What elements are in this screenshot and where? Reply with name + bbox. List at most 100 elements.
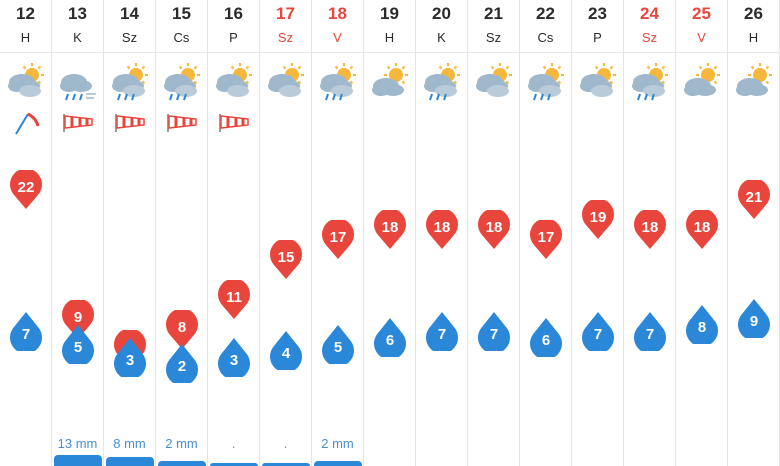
- low-temp-marker: 6: [373, 317, 407, 360]
- day-column[interactable]: 26 H 21 9: [728, 0, 780, 466]
- high-temp-value: 9: [73, 309, 83, 326]
- windsock-icon: [216, 108, 252, 136]
- low-temp-marker: 5: [61, 324, 95, 367]
- day-column[interactable]: 13 K 9 5 13 mm: [52, 0, 104, 466]
- high-temp-value: 19: [589, 209, 607, 226]
- high-temp-marker: 17: [321, 218, 355, 260]
- partly-cloudy-icon: [4, 60, 48, 104]
- low-temp-value: 5: [333, 338, 343, 356]
- day-number: 17: [276, 4, 295, 23]
- day-column[interactable]: 19 H 18 6: [364, 0, 416, 466]
- day-name: K: [437, 30, 446, 45]
- low-temp-value: 3: [125, 351, 135, 369]
- high-temp-value: 15: [277, 249, 295, 266]
- low-temp-value: 7: [489, 325, 499, 343]
- high-temp-marker: 22: [9, 168, 43, 210]
- high-temp-marker: 21: [737, 178, 771, 220]
- high-temp-value: 18: [641, 219, 659, 236]
- high-temp-marker: 18: [373, 208, 407, 250]
- day-number: 26: [744, 4, 763, 23]
- low-temp-value: 9: [749, 312, 759, 330]
- day-column[interactable]: 18 V 17 5 2 mm: [312, 0, 364, 466]
- rain-bar: [314, 461, 362, 466]
- sun-cloud-icon: [680, 60, 724, 104]
- high-temp-value: 22: [17, 179, 35, 196]
- day-column[interactable]: 23 P 19 7: [572, 0, 624, 466]
- low-temp-value: 8: [697, 319, 707, 336]
- day-column[interactable]: 25 V 18 8: [676, 0, 728, 466]
- day-name: Sz: [277, 30, 294, 45]
- windsock-icon: [112, 108, 148, 136]
- sun-rain-icon: [628, 60, 672, 104]
- rain-wind-icon: [56, 60, 100, 104]
- sun-rain-icon: [420, 60, 464, 104]
- day-number: 19: [380, 4, 399, 23]
- day-name: Sz: [641, 30, 658, 45]
- day-column[interactable]: 15 Cs 8 2 2 mm: [156, 0, 208, 466]
- day-name: Sz: [121, 30, 138, 45]
- day-column[interactable]: 20 K 18 7: [416, 0, 468, 466]
- high-temp-marker: 9: [61, 298, 95, 340]
- low-temp-marker: 9: [737, 298, 771, 341]
- high-temp-marker: 11: [217, 278, 251, 320]
- header-divider: [0, 52, 780, 53]
- day-name: P: [229, 30, 238, 45]
- high-temp-marker: 18: [685, 208, 719, 250]
- high-temp-value: 17: [329, 229, 347, 246]
- day-column[interactable]: 17 Sz 15 4.: [260, 0, 312, 466]
- rain-amount: .: [283, 436, 288, 451]
- day-name: H: [20, 30, 31, 45]
- day-number: 14: [120, 4, 139, 23]
- low-temp-marker: 3: [217, 337, 251, 380]
- low-temp-value: 4: [281, 345, 291, 362]
- day-name: Cs: [173, 30, 190, 45]
- low-temp-value: 2: [177, 358, 187, 375]
- low-temp-marker: 2: [165, 343, 199, 386]
- day-name: K: [73, 30, 82, 45]
- high-temp-marker: 18: [633, 208, 667, 250]
- day-column[interactable]: 21 Sz 18 7: [468, 0, 520, 466]
- day-column[interactable]: 16 P 11 3.: [208, 0, 260, 466]
- high-temp-value: 11: [226, 289, 242, 306]
- low-temp-value: 7: [21, 325, 31, 343]
- day-name: Cs: [537, 30, 554, 45]
- day-number: 15: [172, 4, 191, 23]
- day-number: 16: [224, 4, 243, 23]
- day-number: 12: [16, 4, 35, 23]
- sun-rain-icon: [316, 60, 360, 104]
- low-temp-marker: 7: [477, 311, 511, 354]
- day-name: H: [384, 30, 395, 45]
- day-column[interactable]: 24 Sz 18 7: [624, 0, 676, 466]
- sun-cloud-icon: [368, 60, 412, 104]
- day-number: 20: [432, 4, 451, 23]
- rain-amount: 8 mm: [113, 436, 146, 451]
- partly-cloudy-icon: [264, 60, 308, 104]
- windsock-icon: [60, 108, 96, 136]
- day-column[interactable]: 22 Cs 17 6: [520, 0, 572, 466]
- day-number: 25: [692, 4, 711, 23]
- low-temp-value: 3: [229, 351, 239, 369]
- high-temp-marker: 18: [477, 208, 511, 250]
- day-name: V: [333, 30, 342, 45]
- high-temp-marker: 17: [529, 218, 563, 260]
- day-number: 22: [536, 4, 555, 23]
- rain-bar: [158, 461, 206, 466]
- sun-rain-icon: [160, 60, 204, 104]
- low-temp-marker: 4: [269, 330, 303, 373]
- day-number: 18: [328, 4, 347, 23]
- high-temp-value: 17: [537, 229, 555, 246]
- day-column[interactable]: 12 H 22 7: [0, 0, 52, 466]
- low-temp-marker: 6: [529, 317, 563, 360]
- day-number: 24: [640, 4, 659, 23]
- low-temp-value: 5: [73, 338, 83, 356]
- high-temp-value: 21: [745, 189, 763, 206]
- rain-bar: [262, 463, 310, 466]
- partly-cloudy-icon: [576, 60, 620, 104]
- day-number: 21: [484, 4, 503, 23]
- day-column[interactable]: 14Sz638 mm: [104, 0, 156, 466]
- low-temp-value: 6: [541, 332, 551, 349]
- sun-rain-icon: [524, 60, 568, 104]
- rain-bar: [106, 457, 154, 466]
- sun-cloud-icon: [732, 60, 776, 104]
